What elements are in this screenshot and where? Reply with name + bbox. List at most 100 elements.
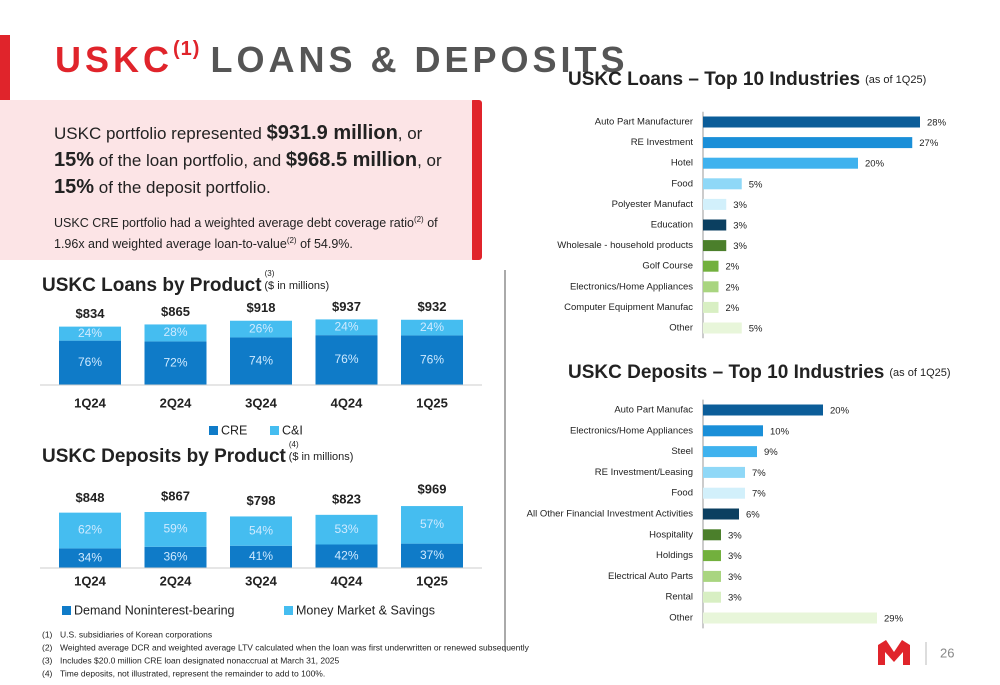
summary-text: USKC portfolio represented [54, 124, 267, 143]
bar [703, 116, 920, 128]
bar [703, 301, 719, 313]
x-tick-label: 4Q24 [331, 395, 364, 410]
bar [703, 466, 745, 478]
bar-segment [401, 335, 463, 385]
footnote-marker: (1) [42, 629, 53, 639]
summary-text: , or [417, 151, 442, 170]
chart-subtitle: (as of 1Q25) [889, 367, 950, 379]
chart-title-text: USKC Loans – Top 10 Industries [568, 69, 860, 90]
title-note: (1) [173, 38, 200, 60]
value-label: 10% [770, 426, 790, 437]
chart-subtitle: ($ in millions) [289, 451, 354, 463]
value-label: 36% [163, 550, 187, 564]
y-tick-label: Polyester Manufact [612, 199, 694, 210]
value-label: 24% [334, 319, 358, 333]
total-label: $969 [418, 482, 447, 497]
value-label: 26% [249, 321, 273, 335]
bar-segment [315, 544, 378, 568]
value-label: 53% [334, 522, 358, 536]
footnote-text: Time deposits, not illustrated, represen… [60, 668, 325, 678]
value-label: 20% [865, 159, 885, 170]
value-label: 72% [163, 355, 187, 369]
value-label: 27% [919, 138, 939, 149]
summary-paragraph: USKC portfolio represented $931.9 millio… [54, 120, 452, 201]
value-label: 3% [728, 593, 742, 604]
bar [703, 487, 745, 499]
bar-segment [230, 320, 292, 338]
y-tick-label: Wholesale - household products [557, 240, 693, 251]
value-label: 9% [764, 447, 778, 458]
value-label: 24% [420, 320, 444, 334]
y-tick-label: RE Investment [631, 137, 694, 148]
accent-bar [0, 35, 10, 100]
y-tick-label: Electronics/Home Appliances [570, 425, 693, 436]
legend-swatch [209, 426, 218, 435]
value-label: 34% [78, 550, 102, 564]
chart-title-note: (4) [289, 440, 299, 449]
y-tick-label: All Other Financial Investment Activitie… [527, 509, 694, 520]
bar [703, 508, 739, 520]
value-label: 3% [733, 241, 747, 252]
legend-label: Money Market & Savings [296, 603, 435, 617]
value-label: 6% [746, 510, 760, 521]
bar-segment [59, 340, 121, 385]
value-label: 7% [752, 489, 766, 500]
bar-segment [315, 335, 378, 385]
x-tick-label: 1Q25 [416, 395, 448, 410]
value-label: 3% [728, 551, 742, 562]
y-tick-label: Electrical Auto Parts [608, 571, 693, 582]
value-label: 76% [420, 352, 444, 366]
y-tick-label: Auto Part Manufacturer [595, 117, 693, 128]
bar [703, 198, 727, 210]
chart-title: USKC Deposits by Product(4) ($ in million… [42, 440, 353, 467]
y-tick-label: RE Investment/Leasing [595, 467, 693, 478]
y-tick-label: Food [671, 488, 693, 499]
footnote-text: U.S. subsidiaries of Korean corporations [60, 629, 212, 639]
value-label: 59% [163, 522, 187, 536]
box-accent [470, 100, 482, 260]
bar-segment [315, 319, 378, 336]
value-label: 3% [733, 200, 747, 211]
y-tick-label: Hospitality [649, 529, 693, 540]
y-tick-label: Other [669, 613, 693, 624]
x-tick-label: 4Q24 [331, 573, 364, 588]
bar-segment [230, 545, 292, 568]
bar-segment [59, 512, 121, 549]
x-tick-label: 2Q24 [160, 573, 193, 588]
value-label: 76% [334, 352, 358, 366]
chart-subtitle: (as of 1Q25) [865, 74, 926, 86]
value-label: 42% [334, 548, 358, 562]
x-tick-label: 3Q24 [245, 395, 278, 410]
value-label: 7% [752, 468, 766, 479]
title-prefix: USKC [55, 39, 173, 80]
value-label: 37% [420, 548, 444, 562]
value-label: 28% [163, 325, 187, 339]
chart-title-note: (3) [265, 269, 275, 278]
summary-text: (2) [413, 215, 424, 224]
slide-title: USKC(1) LOANS & DEPOSITS [55, 38, 629, 79]
chart-title: USKC Deposits – Top 10 Industries (as of … [568, 362, 951, 383]
bar-segment [144, 324, 207, 342]
summary-text: $931.9 million [266, 122, 398, 144]
legend-swatch [62, 606, 71, 615]
total-label: $834 [76, 306, 106, 321]
value-label: 76% [78, 355, 102, 369]
x-tick-label: 2Q24 [160, 395, 193, 410]
bar-segment [230, 337, 292, 385]
total-label: $918 [247, 300, 276, 315]
bar-segment [59, 326, 121, 341]
footnote-marker: (3) [42, 655, 53, 665]
value-label: 28% [927, 118, 947, 129]
bar-segment [144, 546, 207, 568]
value-label: 62% [78, 523, 102, 537]
bar [703, 178, 742, 190]
footnote-marker: (4) [42, 668, 53, 678]
logo [878, 640, 910, 665]
value-label: 57% [420, 517, 444, 531]
bar [703, 591, 721, 603]
bar [703, 137, 913, 149]
bar [703, 260, 719, 272]
value-label: 41% [249, 549, 273, 563]
total-label: $937 [332, 299, 361, 314]
bar [703, 425, 763, 437]
